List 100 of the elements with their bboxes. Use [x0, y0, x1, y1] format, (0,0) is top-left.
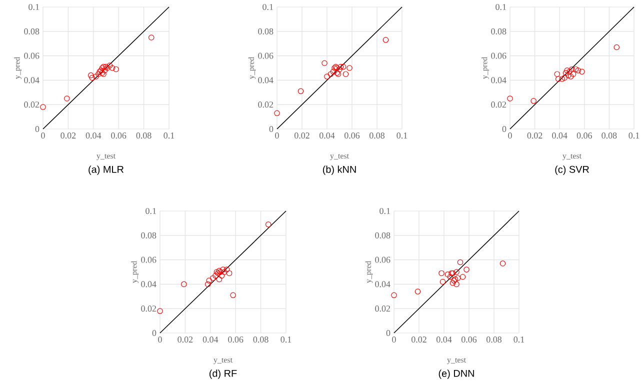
y-tick-label: 0.1 — [496, 4, 506, 10]
y-tick-label: 0.02 — [141, 306, 156, 312]
point — [570, 71, 576, 77]
point — [440, 278, 446, 285]
point — [93, 74, 99, 80]
point — [330, 68, 336, 75]
point — [181, 281, 187, 288]
y-tick-label: 0.04 — [24, 77, 40, 84]
x-tick-label: 0.04 — [552, 132, 568, 139]
point — [210, 275, 216, 281]
y-tick-label: 0.06 — [141, 256, 156, 263]
x-tick-label: 0.04 — [320, 132, 335, 139]
y-tick-label: 0.06 — [491, 52, 506, 59]
point — [562, 74, 568, 81]
point — [500, 260, 506, 266]
text: (a) MLR — [88, 166, 124, 175]
x-tick-label: 0 — [275, 132, 279, 139]
point — [450, 280, 456, 286]
point — [226, 270, 232, 276]
y-tick-label: 0.08 — [258, 28, 274, 34]
point — [454, 275, 461, 281]
y-tick-label: 0.06 — [375, 256, 390, 263]
point — [554, 71, 560, 77]
x-tick-label: 0.02 — [60, 132, 76, 139]
point — [230, 292, 236, 298]
y-tick-label: 0.1 — [262, 4, 273, 10]
x-tick-label: 0 — [41, 132, 45, 139]
x-tick-label: 0 — [158, 336, 162, 343]
point — [212, 272, 218, 279]
x-tick-label: 0.08 — [602, 132, 617, 139]
x-tick-label: 0.06 — [576, 132, 592, 139]
y-tick-label: 0.1 — [28, 4, 39, 10]
point — [157, 308, 163, 314]
text: (d) RF — [210, 370, 237, 379]
point — [338, 64, 344, 70]
point — [414, 288, 421, 294]
x-tick-label: 0.02 — [412, 336, 426, 343]
point — [216, 276, 222, 282]
point — [391, 292, 397, 298]
x-tick-label: 0.06 — [111, 132, 126, 139]
point — [569, 66, 575, 72]
point — [579, 68, 585, 75]
point — [322, 60, 328, 66]
x-tick-label: 0.1 — [628, 132, 640, 139]
point — [464, 266, 470, 272]
point — [102, 68, 108, 74]
point — [572, 66, 579, 72]
y-tick-label: 0.08 — [141, 232, 156, 238]
point — [568, 74, 574, 80]
point — [221, 269, 228, 275]
point — [324, 74, 330, 80]
y-tick-label: 0.04 — [258, 77, 274, 84]
point — [89, 74, 96, 81]
y-tick-label: 0 — [35, 126, 40, 132]
point — [555, 76, 562, 82]
y-tick-label: 0.06 — [258, 52, 274, 59]
x-tick-label: 0.04 — [202, 336, 218, 343]
y-tick-label: 0.02 — [258, 102, 273, 108]
x-tick-label: 0.04 — [86, 132, 102, 139]
point — [265, 222, 272, 228]
y-tick-label: 0.1 — [380, 208, 390, 214]
y-tick-label: 0 — [152, 330, 156, 336]
point — [328, 71, 334, 77]
point — [575, 68, 582, 74]
y-tick-label: 0.04 — [375, 281, 390, 288]
point — [559, 76, 565, 82]
y-tick-label: 0.08 — [491, 28, 506, 34]
point — [438, 270, 444, 276]
point — [454, 269, 460, 275]
point — [96, 71, 102, 77]
point — [454, 281, 460, 288]
point — [342, 71, 349, 77]
point — [148, 34, 154, 40]
x-tick-label: 0.1 — [396, 132, 408, 139]
x-tick-label: 0.02 — [527, 132, 542, 139]
x-tick-label: 0.08 — [486, 336, 502, 343]
y-tick-label: 0.04 — [141, 281, 156, 288]
x-tick-label: 0.1 — [514, 336, 524, 343]
x-tick-label: 0.08 — [370, 132, 385, 139]
y-tick-label: 0 — [502, 126, 506, 132]
point — [457, 259, 464, 266]
y-tick-label: 0.06 — [24, 52, 40, 59]
y-tick-label: 0.02 — [491, 102, 506, 108]
point — [447, 274, 454, 280]
point — [204, 281, 211, 288]
point — [614, 44, 620, 50]
point — [382, 37, 389, 43]
text: (c) SVR — [555, 166, 589, 175]
point — [109, 65, 116, 71]
point — [565, 72, 572, 78]
x-tick-label: 0 — [392, 336, 396, 343]
point — [564, 68, 570, 74]
text: (b) kNN — [322, 166, 356, 175]
point — [340, 64, 346, 70]
y-tick-label: 0.02 — [24, 102, 39, 108]
y-tick-label: 0 — [386, 330, 390, 336]
point — [444, 272, 451, 278]
point — [336, 66, 342, 72]
x-tick-label: 0.02 — [294, 132, 310, 139]
point — [113, 66, 119, 72]
